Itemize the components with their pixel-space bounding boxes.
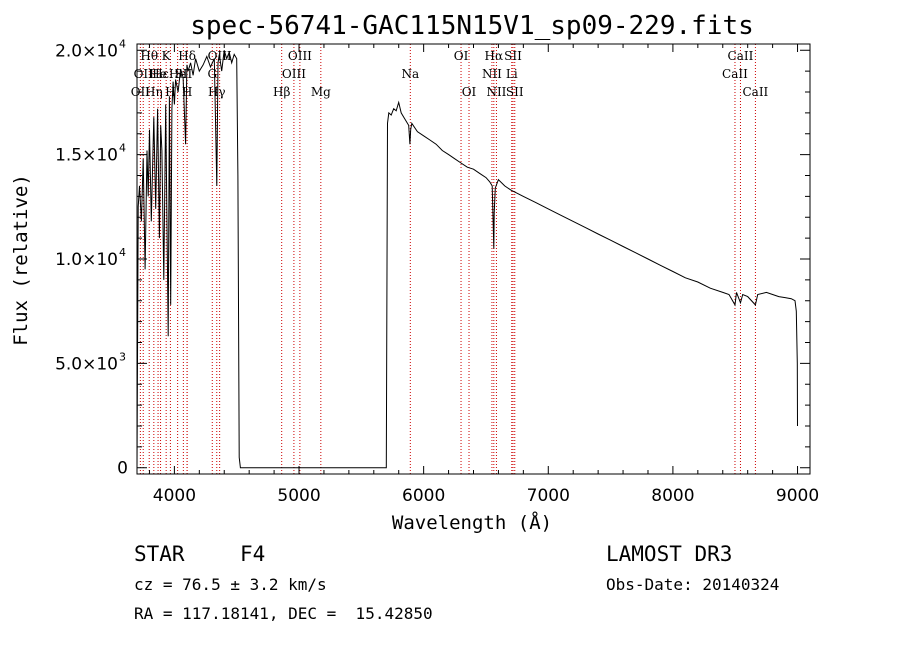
line-label-24: NII [486,85,506,99]
y-tick-exponent: 4 [119,246,126,259]
line-label-28: CaII [722,67,748,81]
y-axis-ticks: 05.0×10 31.0×10 41.5×10 42.0×10 4 [55,37,810,479]
line-label-30: CaII [742,85,768,99]
x-axis-label: Wavelength (Å) [392,511,552,534]
line-label-27: SII [506,85,524,99]
y-axis-label: Flux (relative) [10,174,32,346]
observation-date: Obs-Date: 20140324 [606,575,779,594]
line-label-3: Hη [145,85,163,99]
object-subclass: F4 [240,542,265,566]
line-label-4: He [149,67,167,81]
line-label-21: OI [462,85,477,99]
x-tick-label: 7000 [527,486,570,506]
spectrum-line [136,50,798,469]
x-tick-label: 4000 [153,486,196,506]
line-label-20: OI [454,49,469,63]
y-tick-label: 0 [117,459,128,479]
spectral-line-markers [139,44,756,474]
line-label-2: Hθ [140,49,158,63]
line-label-15: Hβ [273,85,290,99]
line-label-7: H [165,85,175,99]
line-label-25: Li [506,67,518,81]
line-label-5: Hε [152,67,169,81]
x-tick-label: 6000 [402,486,445,506]
line-label-16: OIII [282,67,306,81]
y-tick-exponent: 4 [119,142,126,155]
line-label-6: K [162,49,172,63]
line-label-12: G [207,67,217,81]
line-label-11: H [182,85,192,99]
y-tick-label: 2.0×10 [55,41,118,61]
coordinates: RA = 117.18141, DEC = 15.42850 [134,604,433,623]
object-class: STAR [134,542,185,566]
line-label-19: Na [401,67,419,81]
y-tick-label: 1.0×10 [55,250,118,270]
x-tick-label: 8000 [651,486,694,506]
line-label-1: OII [134,67,154,81]
y-tick-label: 5.0×10 [55,354,118,374]
spectral-line-labels: OIIOIIHθHηHeHεKHHeSIIHδHGHγOIIIHβOIIIOII… [131,49,769,99]
y-tick-exponent: 4 [119,37,126,50]
line-label-10: Hδ [178,49,196,63]
line-label-26: SII [504,49,522,63]
x-axis-ticks: 4000 5000 6000 7000 8000 9000 [148,44,819,506]
x-tick-label: 9000 [776,486,819,506]
y-tick-exponent: 3 [119,350,126,363]
survey-name: LAMOST DR3 [606,542,732,566]
chart-title: spec-56741-GAC115N15V1_sp09-229.fits [190,11,754,41]
line-label-23: Hα [485,49,504,63]
line-label-18: Mg [311,85,331,99]
redshift-cz: cz = 76.5 ± 3.2 km/s [134,575,327,594]
line-label-29: CaII [728,49,754,63]
x-tick-label: 5000 [277,486,320,506]
line-label-13: Hγ [208,85,226,99]
line-label-22: NII [482,67,502,81]
y-tick-label: 1.5×10 [55,146,118,166]
line-label-17: OIII [288,49,312,63]
line-label-8: He [169,67,187,81]
